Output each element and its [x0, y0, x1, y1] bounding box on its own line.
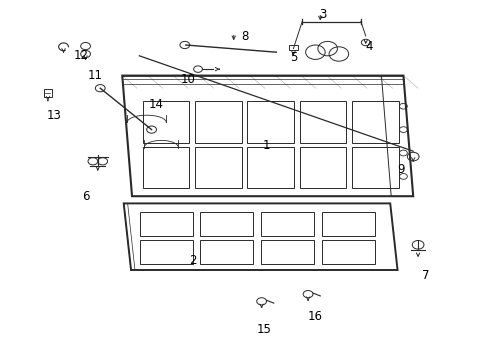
Text: 10: 10: [181, 73, 195, 86]
Text: 6: 6: [81, 190, 89, 203]
Text: 8: 8: [240, 30, 248, 42]
Text: 16: 16: [307, 310, 322, 323]
Text: 2: 2: [189, 255, 197, 267]
Text: 4: 4: [365, 40, 372, 53]
Text: 12: 12: [73, 49, 88, 62]
Text: 14: 14: [149, 98, 163, 111]
Text: 5: 5: [289, 51, 297, 64]
Text: 1: 1: [262, 139, 270, 152]
Text: 7: 7: [421, 269, 428, 282]
Text: 9: 9: [396, 163, 404, 176]
Text: 11: 11: [88, 69, 102, 82]
Text: 3: 3: [318, 8, 326, 21]
Text: 15: 15: [256, 323, 271, 336]
Text: 13: 13: [46, 109, 61, 122]
Bar: [44, 89, 52, 97]
Bar: [288, 45, 298, 50]
